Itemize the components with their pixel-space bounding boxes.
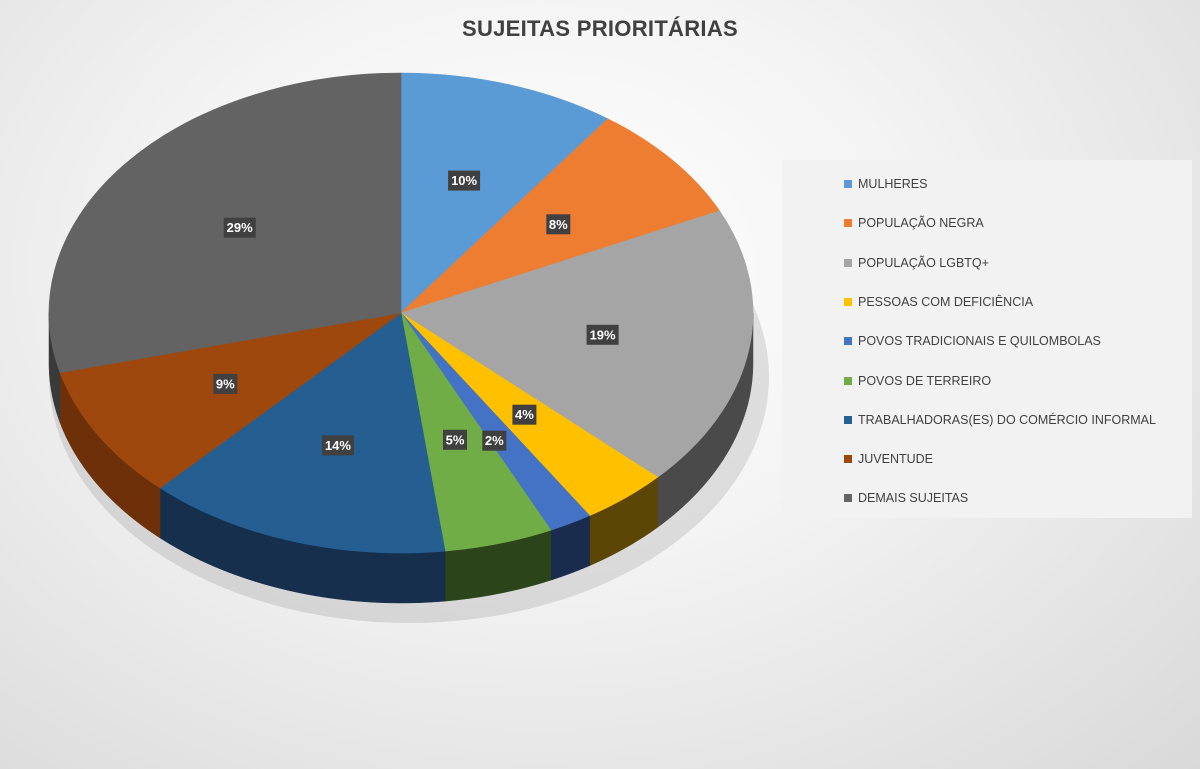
- legend-label: POVOS TRADICIONAIS E QUILOMBOLAS: [858, 334, 1101, 349]
- legend-item: POVOS DE TERREIRO: [844, 371, 991, 391]
- legend-label: JUVENTUDE: [858, 452, 934, 467]
- legend-swatch: [844, 337, 852, 346]
- legend-swatch: [844, 297, 852, 306]
- legend-swatch: [844, 219, 852, 228]
- data-label-1: 8%: [546, 214, 571, 235]
- data-label-text: 10%: [451, 173, 477, 188]
- data-label-box: [512, 404, 537, 425]
- legend-label: POPULAÇÃO LGBTQ+: [858, 255, 989, 270]
- legend-swatch: [844, 180, 852, 188]
- chart-legend: MULHERES POPULAÇÃO NEGRA POPULAÇÃO LGBTQ+ P…: [782, 160, 1192, 518]
- data-label-box: [586, 324, 619, 345]
- legend-item: POVOS TRADICIONAIS E QUILOMBOLAS: [844, 331, 1101, 351]
- data-label-box: [482, 430, 507, 451]
- legend-swatch: [844, 494, 852, 503]
- legend-swatch: [844, 258, 852, 267]
- data-label-text: 14%: [325, 438, 351, 453]
- data-label-6: 14%: [321, 435, 354, 456]
- data-label-text: 2%: [485, 433, 504, 448]
- data-label-box: [213, 373, 238, 394]
- legend-item: TRABALHADORAS(ES) DO COMÉRCIO INFORMAL: [844, 410, 1156, 430]
- data-label-text: 4%: [515, 407, 534, 422]
- legend-item: DEMAIS SUJEITAS: [844, 488, 968, 508]
- data-label-8: 29%: [223, 217, 256, 238]
- data-label-box: [546, 214, 571, 235]
- legend-item: JUVENTUDE: [844, 449, 933, 469]
- legend-label: DEMAIS SUJEITAS: [858, 491, 969, 506]
- legend-label: POPULAÇÃO NEGRA: [858, 216, 984, 231]
- legend-label: PESSOAS COM DEFICIÊNCIA: [858, 294, 1034, 309]
- legend-item: POPULAÇÃO NEGRA: [844, 213, 984, 233]
- data-label-2: 19%: [586, 324, 619, 345]
- data-label-text: 29%: [227, 220, 253, 235]
- data-label-box: [223, 217, 256, 238]
- data-label-box: [443, 429, 467, 450]
- pie-slice-6: [159, 312, 446, 554]
- data-label-text: 8%: [549, 217, 568, 232]
- legend-item: PESSOAS COM DEFICIÊNCIA: [844, 292, 1033, 312]
- chart-title: SUJEITAS PRIORITÁRIAS: [461, 16, 739, 41]
- pie-slice-0: [400, 72, 609, 314]
- data-label-text: 9%: [216, 376, 235, 391]
- data-label-box: [321, 435, 354, 456]
- legend-item: POPULAÇÃO LGBTQ+: [844, 253, 989, 273]
- legend-label: POVOS DE TERREIRO: [858, 373, 992, 388]
- data-label-box: [448, 170, 481, 191]
- data-label-text: 19%: [590, 327, 616, 342]
- data-label-0: 10%: [448, 170, 481, 191]
- data-label-5: 5%: [443, 429, 467, 450]
- data-label-4: 2%: [482, 430, 507, 451]
- legend-swatch: [844, 415, 852, 424]
- pie-slice-7: [59, 312, 402, 489]
- legend-label: TRABALHADORAS(ES) DO COMÉRCIO INFORMAL: [858, 412, 1156, 427]
- pie-slice-2: [400, 210, 754, 478]
- legend-swatch: [844, 376, 852, 385]
- data-label-3: 4%: [512, 404, 537, 425]
- legend-item: MULHERES: [844, 174, 927, 194]
- data-label-text: 5%: [446, 432, 465, 447]
- legend-swatch: [844, 455, 852, 464]
- data-label-7: 9%: [213, 373, 238, 394]
- legend-label: MULHERES: [858, 177, 928, 191]
